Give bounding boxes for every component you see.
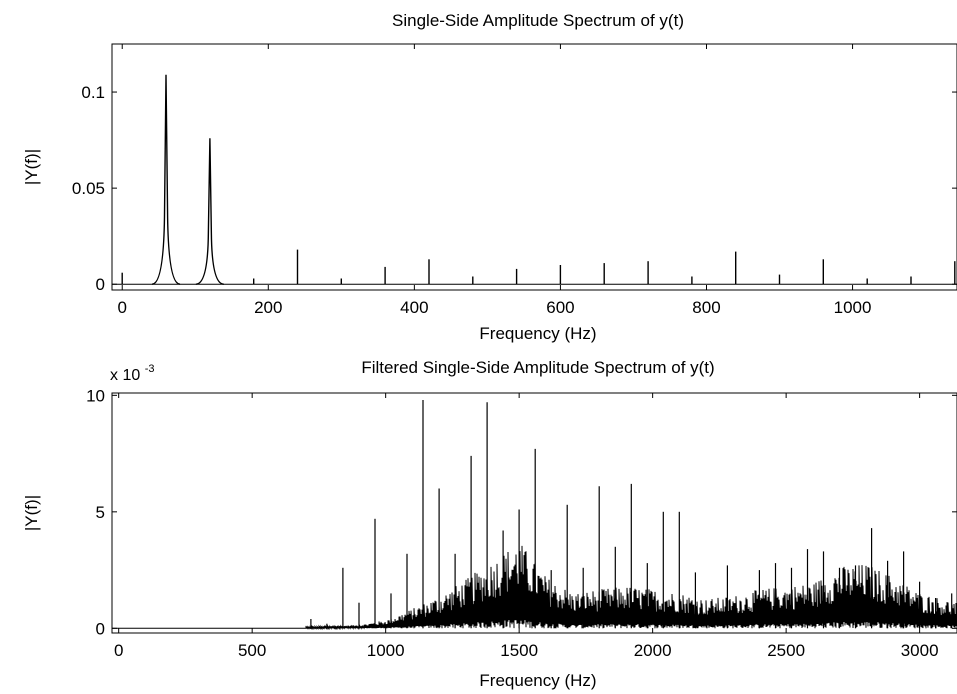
bottom-ticks: 0 500 1000 1500 2000 2500 3000 0 5 10: [86, 386, 957, 660]
top-peak-2: [195, 138, 225, 285]
top-peak-1: [151, 74, 181, 285]
top-x-tick-label-1: 200: [254, 298, 282, 317]
bottom-axes-box: [111, 392, 957, 634]
top-y-tick-label-1: 0.05: [72, 179, 105, 198]
bottom-y-tick-label-0: 0: [96, 619, 105, 638]
top-y-tick-label-2: 0.1: [81, 83, 105, 102]
bottom-scale-factor: x 10 -3: [110, 363, 154, 384]
top-plot-area: [112, 74, 957, 285]
bottom-plot-area: [112, 400, 957, 631]
bottom-y-axis-label: |Y(f)|: [22, 495, 41, 531]
bottom-x-tick-label-6: 3000: [901, 641, 939, 660]
bottom-x-tick-label-3: 1500: [500, 641, 538, 660]
top-y-axis-label: |Y(f)|: [22, 149, 41, 185]
top-ticks: 0 200 400 600 800 1000 0 0.05 0.1: [72, 44, 957, 317]
top-x-tick-label-5: 1000: [834, 298, 872, 317]
bottom-x-tick-label-1: 500: [238, 641, 266, 660]
top-x-tick-label-0: 0: [117, 298, 126, 317]
bottom-plot-title: Filtered Single-Side Amplitude Spectrum …: [361, 358, 714, 377]
top-y-tick-label-0: 0: [96, 275, 105, 294]
bottom-scale-base: x 10: [110, 367, 140, 384]
top-x-tick-label-4: 800: [692, 298, 720, 317]
bottom-spectrum-plot: Filtered Single-Side Amplitude Spectrum …: [22, 358, 957, 690]
bottom-y-tick-label-1: 5: [96, 503, 105, 522]
top-plot-title: Single-Side Amplitude Spectrum of y(t): [392, 11, 684, 30]
bottom-scale-exponent: -3: [145, 363, 155, 375]
bottom-x-tick-label-4: 2000: [634, 641, 672, 660]
top-axes-box: [111, 43, 957, 291]
top-spectrum-plot: Single-Side Amplitude Spectrum of y(t) 0…: [22, 11, 957, 343]
bottom-x-tick-label-5: 2500: [767, 641, 805, 660]
bottom-x-tick-label-0: 0: [114, 641, 123, 660]
top-x-tick-label-3: 600: [546, 298, 574, 317]
top-x-tick-label-2: 400: [400, 298, 428, 317]
bottom-x-tick-label-2: 1000: [367, 641, 405, 660]
top-x-axis-label: Frequency (Hz): [479, 324, 596, 343]
bottom-spectrum-trace: [112, 545, 957, 631]
bottom-y-tick-label-2: 10: [86, 386, 105, 405]
bottom-x-axis-label: Frequency (Hz): [479, 671, 596, 690]
